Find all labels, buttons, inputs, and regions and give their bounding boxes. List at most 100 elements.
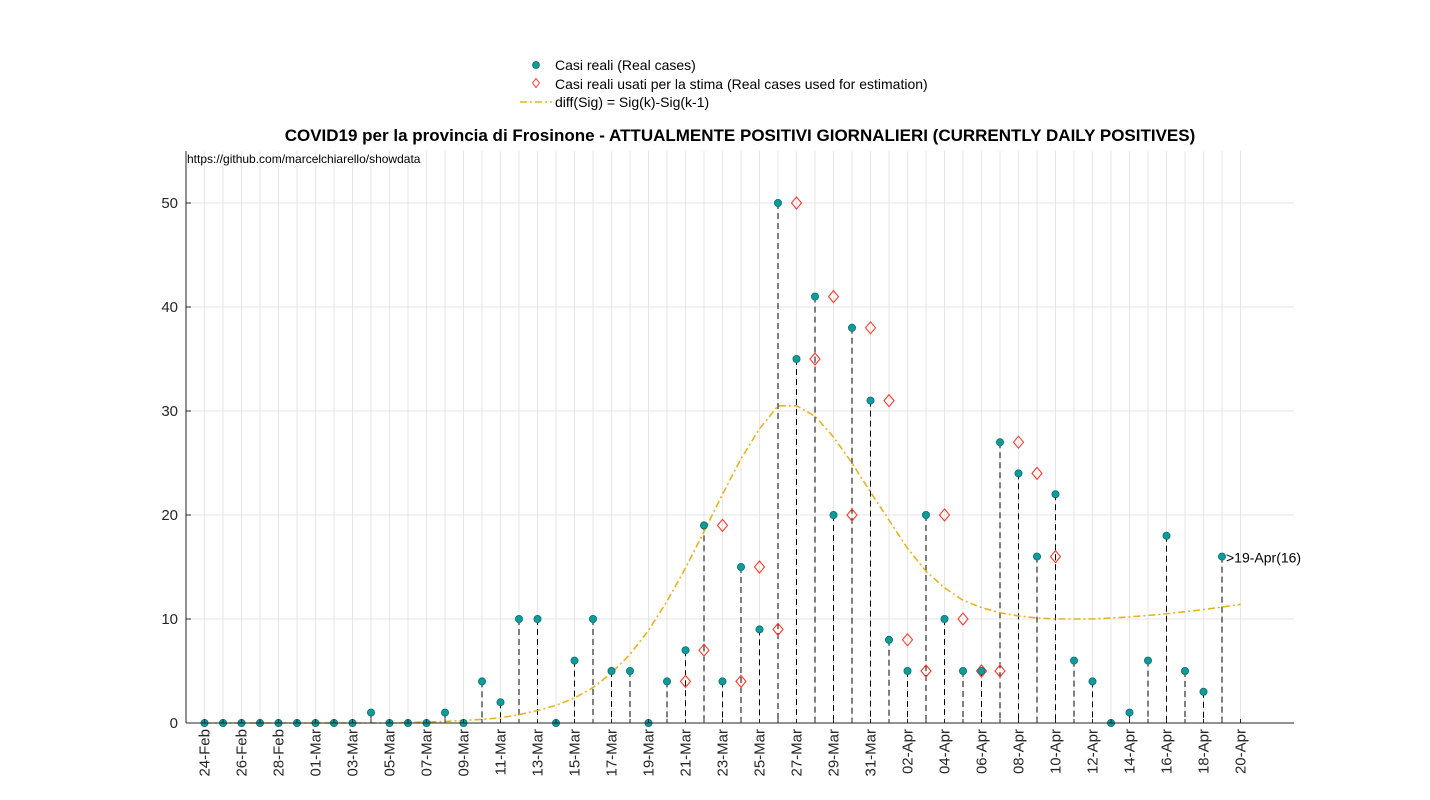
legend-box xyxy=(512,55,967,115)
x-tick-label: 03-Mar xyxy=(345,729,362,777)
real-case-marker xyxy=(940,615,949,624)
x-tick-label: 31-Mar xyxy=(863,729,880,777)
x-tick-label: 25-Mar xyxy=(752,729,769,777)
stem-lines xyxy=(370,203,1223,723)
real-case-marker xyxy=(1088,677,1097,686)
real-case-marker xyxy=(440,708,449,717)
legend-fit-label: diff(Sig) = Sig(k)-Sig(k-1) xyxy=(555,94,709,110)
real-case-marker xyxy=(533,615,542,624)
real-case-marker xyxy=(922,510,931,519)
x-tick-label: 01-Mar xyxy=(308,729,325,777)
estimation-marker xyxy=(772,622,784,637)
legend-estimation-label: Casi reali usati per la stima (Real case… xyxy=(555,76,928,92)
estimation-marker xyxy=(846,508,858,522)
x-tick-label: 23-Mar xyxy=(715,729,732,777)
estimation-marker xyxy=(938,508,951,522)
estimation-marker xyxy=(698,643,710,658)
estimation-marker xyxy=(809,352,821,366)
y-tick-label: 10 xyxy=(161,611,178,628)
x-tick-label: 12-Apr xyxy=(1085,729,1102,774)
x-tick-label: 24-Feb xyxy=(197,729,214,777)
x-tick-label: 26-Feb xyxy=(234,729,251,777)
real-case-marker xyxy=(996,438,1005,447)
estimation-marker xyxy=(920,664,932,678)
x-tick-label: 07-Mar xyxy=(419,729,436,777)
x-tick-label: 04-Apr xyxy=(937,729,954,774)
real-case-marker xyxy=(626,667,635,676)
x-tick-label: 29-Mar xyxy=(826,729,843,777)
real-case-marker xyxy=(663,677,672,686)
real-case-marker xyxy=(1144,656,1153,665)
real-case-marker xyxy=(700,521,709,530)
real-case-marker xyxy=(737,563,746,572)
y-tick-label: 30 xyxy=(161,403,178,420)
real-case-marker xyxy=(977,667,986,676)
real-case-marker xyxy=(1070,656,1079,665)
y-tick-label: 0 xyxy=(170,715,178,732)
estimation-marker xyxy=(1012,435,1025,450)
real-case-marker xyxy=(570,656,579,665)
y-axis-ticks: 0 10 20 30 40 50 xyxy=(161,195,191,732)
legend-real-cases-marker xyxy=(532,61,540,69)
x-tick-label: 21-Mar xyxy=(678,729,695,777)
real-case-marker xyxy=(1051,490,1060,499)
estimation-markers xyxy=(679,196,1062,689)
real-case-marker xyxy=(496,698,505,707)
estimation-marker xyxy=(753,560,766,574)
estimation-marker xyxy=(1031,466,1043,481)
estimation-marker xyxy=(994,664,1006,678)
x-tick-label: 13-Mar xyxy=(530,729,547,777)
x-tick-label: 18-Apr xyxy=(1196,729,1213,774)
estimation-marker xyxy=(827,289,840,304)
x-tick-label: 28-Feb xyxy=(271,729,288,777)
estimation-marker xyxy=(1049,549,1062,564)
estimation-marker xyxy=(790,196,803,210)
last-value-annotation: >19-Apr(16) xyxy=(1226,550,1301,566)
real-case-marker xyxy=(1125,708,1134,717)
real-case-marker xyxy=(755,625,764,634)
real-case-marker xyxy=(1181,667,1190,676)
estimation-marker xyxy=(716,518,729,533)
x-tick-label: 02-Apr xyxy=(900,729,917,774)
x-tick-label: 27-Mar xyxy=(789,729,806,777)
real-case-marker xyxy=(515,615,524,624)
real-case-marker xyxy=(848,323,857,332)
real-case-marker xyxy=(718,677,727,686)
x-tick-label: 14-Apr xyxy=(1122,729,1139,774)
x-tick-label: 06-Apr xyxy=(974,729,991,774)
legend: Casi reali (Real cases) Casi reali usati… xyxy=(512,55,967,115)
real-case-marker xyxy=(589,615,598,624)
source-url: https://github.com/marcelchiarello/showd… xyxy=(187,152,421,166)
real-case-marker xyxy=(1033,552,1042,561)
x-tick-label: 17-Mar xyxy=(604,729,621,777)
y-tick-label: 20 xyxy=(161,507,178,524)
real-case-marker xyxy=(811,292,820,301)
estimation-marker xyxy=(957,612,969,626)
real-case-marker xyxy=(959,667,968,676)
real-case-marker xyxy=(1014,469,1023,478)
y-tick-label: 50 xyxy=(161,195,178,212)
real-case-marker xyxy=(1162,531,1171,540)
real-case-marker xyxy=(866,396,875,405)
legend-estimation-marker xyxy=(531,77,541,89)
x-tick-label: 08-Apr xyxy=(1011,729,1028,774)
x-tick-label: 05-Mar xyxy=(382,729,399,777)
real-case-marker xyxy=(885,635,894,644)
chart-title: COVID19 per la provincia di Frosinone - … xyxy=(285,126,1196,145)
x-axis-ticks: 24-Feb 26-Feb 28-Feb 01-Mar 03-Mar 05-Mar 07-M… xyxy=(197,719,1250,777)
x-tick-label: 19-Mar xyxy=(641,729,658,777)
real-case-marker xyxy=(1218,552,1227,561)
x-tick-label: 16-Apr xyxy=(1159,729,1176,774)
real-case-marker xyxy=(477,677,486,686)
estimation-marker xyxy=(679,674,692,689)
y-tick-label: 40 xyxy=(161,299,178,316)
real-case-marker xyxy=(1199,687,1208,696)
real-case-marker xyxy=(829,510,838,519)
real-case-marker xyxy=(681,646,690,655)
x-tick-label: 15-Mar xyxy=(567,729,584,777)
estimation-marker xyxy=(864,320,877,335)
estimation-marker xyxy=(883,393,895,408)
x-tick-label: 09-Mar xyxy=(456,729,473,777)
real-case-marker xyxy=(792,354,801,363)
